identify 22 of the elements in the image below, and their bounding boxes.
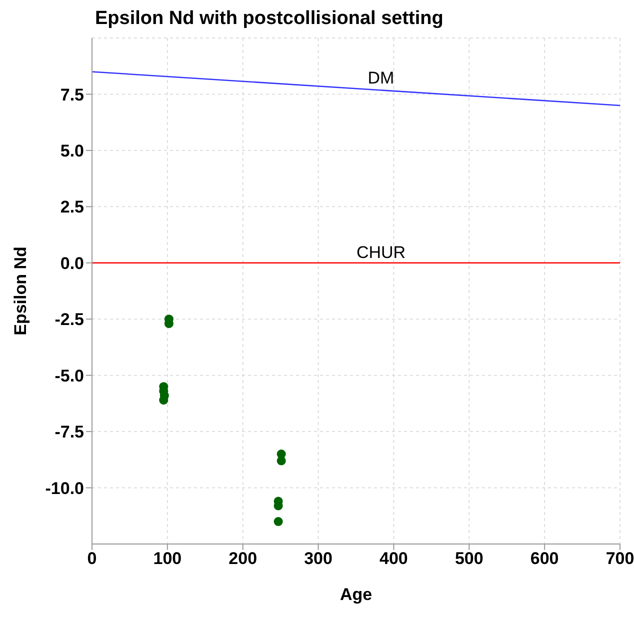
x-axis-title: Age	[340, 585, 372, 604]
x-tick-label: 600	[530, 549, 559, 568]
x-tick-label: 400	[380, 549, 408, 568]
x-tick-label: 700	[606, 549, 634, 568]
y-tick-label: 0.0	[60, 254, 84, 273]
y-tick-label: 5.0	[60, 141, 84, 160]
y-tick-label: -2.5	[54, 310, 84, 330]
chart-title: Epsilon Nd with postcollisional setting	[94, 8, 444, 31]
x-tick-label: 200	[228, 549, 258, 568]
y-tick-label: -5.0	[54, 366, 84, 386]
series-label: CHUR	[356, 242, 406, 262]
point	[274, 517, 283, 526]
y-axis-title: Epsilon Nd	[11, 246, 30, 336]
x-tick-label: 0	[87, 549, 97, 568]
x-tick-label: 300	[304, 549, 332, 568]
y-tick-label: 2.5	[60, 198, 84, 217]
y-tick-label: -7.5	[54, 422, 84, 442]
x-tick-label: 100	[153, 549, 182, 568]
y-tick-label: 7.5	[60, 85, 84, 104]
y-tick-label: -10.0	[45, 478, 84, 498]
series-label: DM	[368, 68, 394, 88]
x-tick-label: 500	[454, 549, 484, 568]
